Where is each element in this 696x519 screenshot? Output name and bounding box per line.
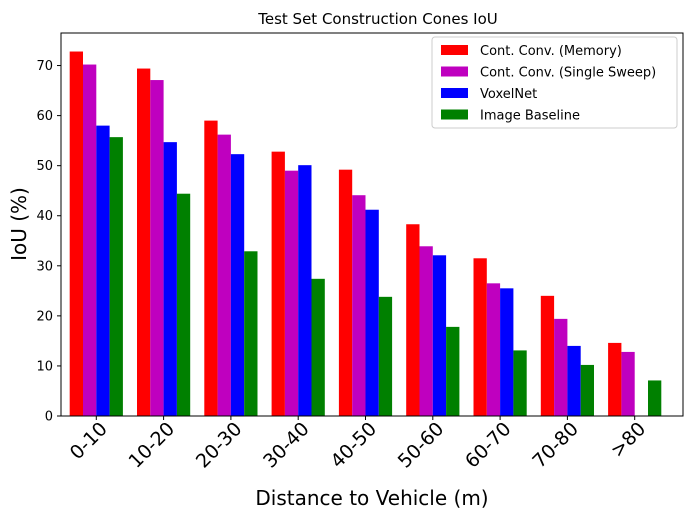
legend-swatch <box>441 88 468 98</box>
x-axis-label: Distance to Vehicle (m) <box>255 486 488 510</box>
y-axis: 0 10 20 30 40 50 60 70 <box>36 59 61 425</box>
bar <box>567 345 581 416</box>
x-tick-label: >80 <box>606 418 650 462</box>
y-tick-label: 50 <box>36 159 53 174</box>
bar <box>338 169 353 416</box>
bar <box>217 134 231 416</box>
legend: Cont. Conv. (Memory) Cont. Conv. (Single … <box>431 36 678 129</box>
bar <box>554 318 568 416</box>
bar <box>69 51 83 417</box>
bar <box>150 80 164 416</box>
bar <box>176 193 191 416</box>
bar <box>230 154 245 416</box>
bar <box>271 151 285 416</box>
bar <box>540 295 555 416</box>
legend-label: VoxelNet <box>480 87 537 102</box>
legend-swatch <box>441 66 468 77</box>
bar <box>96 125 110 417</box>
y-tick-label: 40 <box>36 209 53 224</box>
bar <box>109 137 123 416</box>
bars-group <box>69 51 662 417</box>
plot-frame <box>60 32 684 417</box>
y-tick-label: 10 <box>36 359 53 374</box>
y-axis-label: IoU (%) <box>7 187 31 261</box>
legend-label: Cont. Conv. (Memory) <box>480 44 622 59</box>
bar <box>486 283 501 416</box>
chart-title: Test Set Construction Cones IoU <box>257 10 498 28</box>
y-tick-label: 0 <box>45 410 53 425</box>
bar <box>648 380 662 416</box>
bar <box>311 278 325 416</box>
bar <box>406 224 420 416</box>
bar <box>580 364 594 416</box>
bar <box>284 170 299 416</box>
bar <box>163 142 177 416</box>
bar <box>513 350 527 416</box>
x-tick-label: 0-10 <box>66 418 112 464</box>
bar <box>352 195 366 416</box>
bar <box>378 296 393 416</box>
bar <box>500 288 514 416</box>
y-tick-label: 20 <box>36 309 53 324</box>
bar <box>446 326 460 416</box>
bar <box>621 351 635 416</box>
bar <box>473 258 487 416</box>
legend-label: Image Baseline <box>480 109 580 124</box>
x-tick-label: 30-40 <box>259 418 314 473</box>
bar <box>244 251 258 416</box>
bar <box>432 255 447 416</box>
legend-swatch <box>441 109 468 120</box>
bar <box>608 342 622 416</box>
x-tick-label: 70-80 <box>528 418 583 473</box>
x-axis: 0-10 10-20 20-30 30-40 40-50 50-60 60-70 70-80 >… <box>66 416 650 473</box>
x-tick-label: 10-20 <box>125 418 180 473</box>
x-tick-label: 20-30 <box>192 418 247 473</box>
legend-box <box>431 36 678 129</box>
bar <box>137 68 151 417</box>
x-tick-label: 40-50 <box>326 418 381 473</box>
bar <box>365 209 379 416</box>
x-tick-label: 60-70 <box>461 418 516 473</box>
y-tick-label: 70 <box>36 59 53 74</box>
bar <box>83 64 97 416</box>
legend-label: Cont. Conv. (Single Sweep) <box>480 66 656 81</box>
bar <box>298 165 312 416</box>
y-tick-label: 30 <box>36 259 53 274</box>
x-tick-label: 50-60 <box>394 418 449 473</box>
bar <box>419 246 433 416</box>
legend-swatch <box>441 45 468 55</box>
y-tick-label: 60 <box>36 109 53 124</box>
bar <box>204 120 218 417</box>
